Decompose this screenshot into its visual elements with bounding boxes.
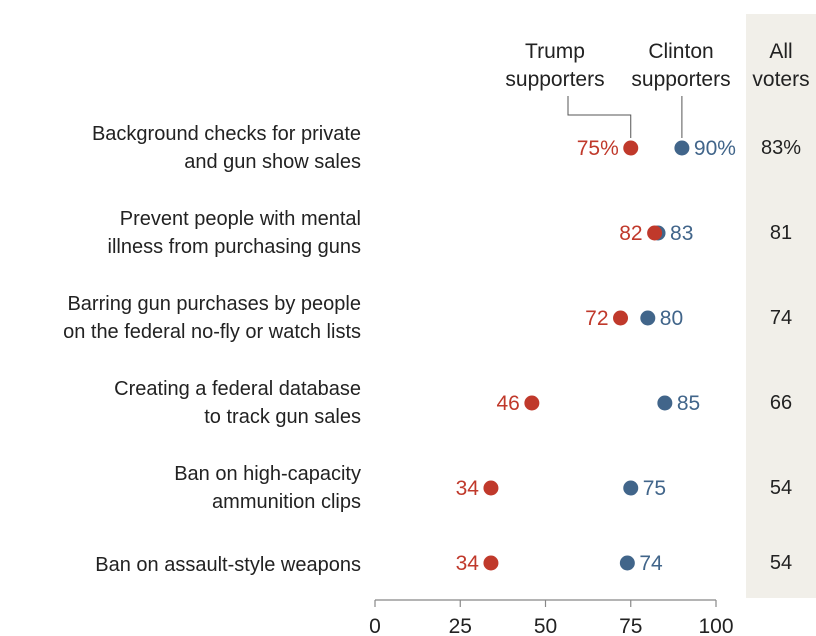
all-voters-value: 83%: [760, 137, 802, 159]
all-voters-column-background: [746, 14, 816, 598]
category-label-line: on the federal no-fly or watch lists: [63, 321, 361, 343]
category-label: Barring gun purchases by people on the fe…: [1, 290, 361, 346]
category-label: Creating a federal database to track gun …: [1, 375, 361, 431]
trump-leader-line: [567, 96, 632, 138]
trump-value-label: 34: [456, 552, 480, 575]
category-label-line: Creating a federal database: [114, 378, 361, 400]
category-label-line: and gun show sales: [184, 151, 361, 173]
clinton-header: Clinton supporters: [631, 40, 731, 91]
clinton-value-label: 83: [670, 222, 693, 245]
all-voters-value: 54: [769, 552, 793, 574]
trump-value-label: 72: [585, 307, 608, 330]
category-label: Ban on high-capacity ammunition clips: [1, 460, 361, 516]
all-voters-value: 74: [769, 307, 793, 329]
clinton-value-label: 75: [643, 477, 666, 500]
x-tick-label: 50: [534, 615, 557, 636]
trump-value-label: 46: [497, 392, 520, 415]
category-label: Prevent people with mental illness from p…: [1, 205, 361, 261]
category-label: Background checks for private and gun sho…: [1, 120, 361, 176]
x-tick-label: 25: [449, 615, 472, 636]
trump-value-label: 82: [619, 222, 642, 245]
category-label: Ban on assault-style weapons: [1, 551, 361, 579]
clinton-dot: [657, 395, 673, 411]
clinton-value-label: 90%: [694, 137, 736, 160]
trump-dot: [647, 225, 663, 241]
category-label-line: Ban on assault-style weapons: [95, 554, 361, 576]
trump-value-label: 34: [456, 477, 480, 500]
clinton-dot: [619, 555, 635, 571]
clinton-value-label: 85: [677, 392, 700, 415]
clinton-dot: [674, 140, 690, 156]
category-label-line: illness from purchasing guns: [107, 236, 361, 258]
clinton-value-label: 80: [660, 307, 683, 330]
all-voters-value: 54: [769, 477, 793, 499]
trump-dot: [524, 395, 540, 411]
x-tick-label: 100: [698, 615, 733, 636]
trump-dot: [483, 480, 499, 496]
trump-dot: [483, 555, 499, 571]
trump-header: Trump supporters: [505, 40, 605, 91]
clinton-dot: [640, 310, 656, 326]
trump-dot: [613, 310, 629, 326]
clinton-value-label: 74: [639, 552, 663, 575]
category-label-line: ammunition clips: [212, 491, 361, 513]
category-label-line: Ban on high-capacity: [174, 463, 361, 485]
all-voters-value: 81: [769, 222, 793, 244]
all-voters-header: All voters: [752, 40, 810, 91]
category-label-line: to track gun sales: [204, 406, 361, 428]
category-label-line: Prevent people with mental: [119, 208, 361, 230]
trump-dot: [623, 140, 639, 156]
category-label-line: Barring gun purchases by people: [67, 293, 361, 315]
x-tick-label: 0: [369, 615, 381, 636]
clinton-dot: [623, 480, 639, 496]
x-tick-label: 75: [619, 615, 642, 636]
category-label-line: Background checks for private: [91, 123, 361, 145]
all-voters-value: 66: [769, 392, 793, 414]
trump-value-label: 75%: [577, 137, 619, 160]
